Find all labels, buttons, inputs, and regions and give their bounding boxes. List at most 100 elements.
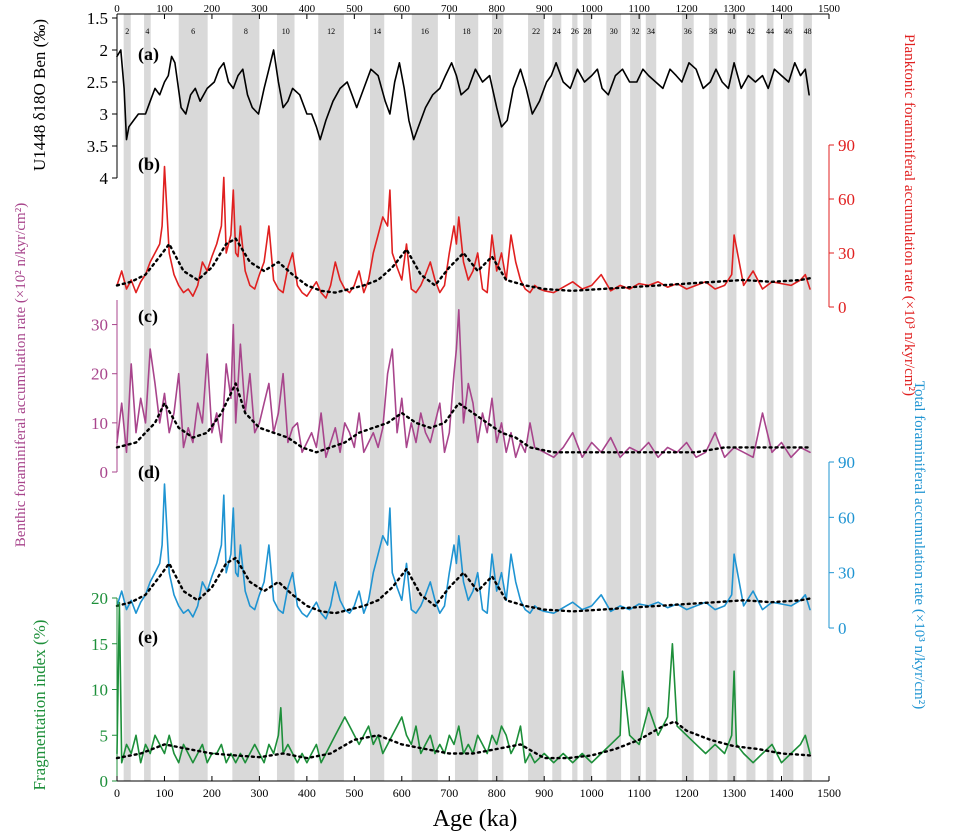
ylabel-d: Total foraminiferal accumulation rate (×… xyxy=(911,381,927,709)
glacial-band xyxy=(528,14,545,781)
mis-label: 2 xyxy=(125,27,129,36)
x-tick-label-bottom: 100 xyxy=(155,786,173,800)
panels: 1.522.533.540306090010203003060900510152… xyxy=(87,9,855,791)
glacial-band xyxy=(645,14,657,781)
y-tick-label: 2 xyxy=(100,41,109,60)
mis-label: 38 xyxy=(709,27,717,36)
x-tick-label-top: 1200 xyxy=(676,3,699,15)
mis-label: 26 xyxy=(571,27,579,36)
mis-label: 36 xyxy=(684,27,692,36)
x-tick-label-top: 1500 xyxy=(818,3,841,15)
trend-line-b xyxy=(115,237,812,294)
glacial-band xyxy=(746,14,756,781)
x-tick-label-top: 1000 xyxy=(581,3,604,15)
mis-label: 10 xyxy=(282,27,290,36)
x-tick-label-bottom: 300 xyxy=(250,786,268,800)
mis-label: 34 xyxy=(647,27,655,36)
y-tick-label: 30 xyxy=(838,564,855,583)
panel-d: 0 30 60 90 xyxy=(115,453,855,638)
x-axis-title: Age (ka) xyxy=(433,806,518,832)
x-tick-label-top: 900 xyxy=(536,3,553,15)
x-tick-label-bottom: 1200 xyxy=(675,786,699,800)
x-tick-label-top: 500 xyxy=(346,3,363,15)
series-line-c xyxy=(116,308,811,459)
glacial-band xyxy=(727,14,737,781)
x-tick-label-bottom: 0 xyxy=(114,786,120,800)
glacial-band xyxy=(491,14,504,781)
panel-label-b: (b) xyxy=(138,154,160,175)
glacial-band xyxy=(178,14,208,781)
mis-label: 30 xyxy=(610,27,618,36)
y-tick-label: 0 xyxy=(100,463,109,482)
glacial-band xyxy=(803,14,812,781)
y-tick-label: 3 xyxy=(100,105,109,124)
series-line-e xyxy=(116,601,811,764)
mis-label: 18 xyxy=(463,27,471,36)
y-tick-label: 20 xyxy=(91,589,108,608)
glacial-bands: 2 4 6 8 10 12 14 16 18 20 22 24 26 28 30 32 34 36 38 40 42 44… xyxy=(123,14,812,781)
x-tick-label-top: 1100 xyxy=(628,3,650,15)
x-tick-label-bottom: 700 xyxy=(440,786,458,800)
mis-label: 12 xyxy=(327,27,335,36)
glacial-band xyxy=(583,14,592,781)
mis-label: 4 xyxy=(145,27,149,36)
ylabel-e: Fragmentation index (%) xyxy=(30,620,49,791)
y-tick-label: 0 xyxy=(100,772,109,791)
glacial-band xyxy=(606,14,622,781)
glacial-band xyxy=(123,14,131,781)
mis-label: 32 xyxy=(632,27,640,36)
mis-label: 28 xyxy=(583,27,591,36)
y-tick-label: 1.5 xyxy=(87,9,108,28)
glacial-band xyxy=(681,14,694,781)
mis-label: 14 xyxy=(373,27,381,36)
x-tick-label-bottom: 1400 xyxy=(770,786,794,800)
series-line-d xyxy=(116,483,811,620)
glacial-band xyxy=(708,14,718,781)
ylabel-a-text: U1448 δ18O Ben (‰) xyxy=(30,19,49,171)
ylabel-c: Benthic foraminiferal accumulation rate … xyxy=(13,203,29,547)
mis-label: 42 xyxy=(747,27,755,36)
x-tick-label-top: 0 xyxy=(114,3,120,15)
ylabel-d-text: Total foraminiferal accumulation rate (×… xyxy=(911,381,927,709)
mis-label: 20 xyxy=(494,27,502,36)
glacial-band xyxy=(552,14,562,781)
x-tick-label-bottom: 500 xyxy=(345,786,363,800)
mis-label: 40 xyxy=(728,27,736,36)
panel-e: 0 5 10 15 20 xyxy=(91,589,812,791)
glacial-band xyxy=(630,14,642,781)
y-tick-label: 30 xyxy=(838,244,855,263)
y-tick-label: 5 xyxy=(100,726,109,745)
series-line-b xyxy=(116,165,811,299)
y-tick-label: 15 xyxy=(91,635,108,654)
x-tick-label-top: 400 xyxy=(299,3,316,15)
mis-label: 16 xyxy=(421,27,429,36)
panel-label-e: (e) xyxy=(138,627,158,648)
y-tick-label: 4 xyxy=(100,169,109,188)
x-tick-label-bottom: 400 xyxy=(298,786,316,800)
x-tick-label-top: 1300 xyxy=(723,3,746,15)
x-tick-label-top: 1400 xyxy=(771,3,794,15)
ylabel-b: Planktonic foraminiferal accumulation ra… xyxy=(901,34,917,396)
trend-line-e xyxy=(115,720,812,760)
x-tick-label-top: 200 xyxy=(204,3,221,15)
panel-label-d: (d) xyxy=(138,462,160,483)
glacial-band xyxy=(369,14,385,781)
panel-b: 0 30 60 90 xyxy=(115,136,855,317)
x-tick-label-bottom: 1300 xyxy=(722,786,746,800)
y-tick-label: 10 xyxy=(91,681,108,700)
y-tick-label: 20 xyxy=(91,365,108,384)
y-tick-label: 60 xyxy=(838,508,855,527)
mis-label: 24 xyxy=(553,27,561,36)
x-tick-label-bottom: 1000 xyxy=(580,786,604,800)
x-tick-label-bottom: 800 xyxy=(488,786,506,800)
trend-line-c xyxy=(115,382,812,454)
y-tick-label: 2.5 xyxy=(87,73,108,92)
glacial-band xyxy=(276,14,295,781)
y-tick-label: 0 xyxy=(838,298,847,317)
y-tick-label: 90 xyxy=(838,136,855,155)
glacial-band xyxy=(782,14,794,781)
y-tick-label: 0 xyxy=(838,619,847,638)
panel-a: 1.5 2 2.5 3 3.5 4 xyxy=(87,9,810,188)
x-tick-label-bottom: 1100 xyxy=(627,786,651,800)
x-ticks: 0 0 100 100 200 200 300 300 400 400 500 500 600 600 70… xyxy=(114,3,841,800)
